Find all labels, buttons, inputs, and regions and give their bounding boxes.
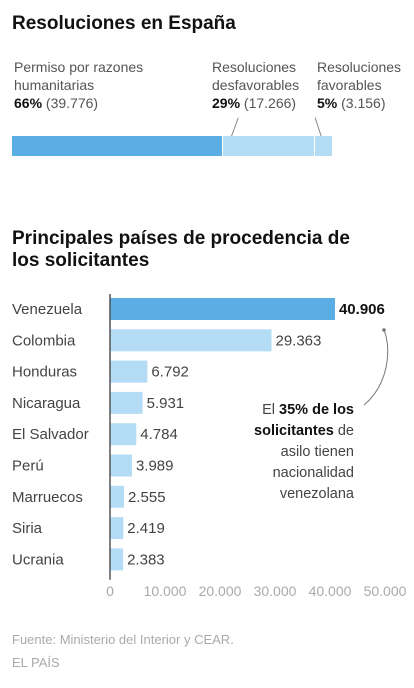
category-label-4: El Salvador	[12, 426, 89, 443]
bar-7	[110, 517, 124, 540]
category-label-7: Siria	[12, 520, 43, 537]
annotation-venezuela: El 35% de los solicitantes de asilo tien…	[254, 402, 354, 502]
bar-0	[110, 298, 335, 320]
brand-name: EL PAÍS	[12, 655, 60, 670]
category-label-2: Honduras	[12, 364, 77, 381]
x-tick-label-5: 50.000	[364, 583, 407, 599]
category-label-5: Perú	[12, 458, 44, 475]
x-tick-label-4: 40.000	[309, 583, 352, 599]
category-label-3: Nicaragua	[12, 395, 81, 412]
category-label-8: Ucrania	[12, 551, 64, 568]
segment-label-humanitarias: Permiso por razones humanitarias 66% (39…	[14, 59, 144, 111]
category-label-0: Venezuela	[12, 301, 83, 318]
value-label-2: 6.792	[151, 364, 189, 381]
bar-1	[110, 329, 272, 352]
annotation-pointer-dot	[382, 328, 386, 332]
x-tick-label-2: 20.000	[199, 583, 242, 599]
x-tick-label-0: 0	[106, 583, 114, 599]
value-label-8: 2.383	[127, 551, 165, 568]
bar-3	[110, 391, 143, 414]
value-label-4: 4.784	[140, 426, 178, 443]
stacked-segment-2	[315, 136, 332, 156]
segment-label-favorables: Resoluciones favorables 5% (3.156)	[317, 59, 402, 111]
segment-label-desfavorables: Resoluciones desfavorables 29% (17.266)	[212, 59, 300, 111]
value-label-1: 29.363	[275, 332, 321, 349]
value-label-6: 2.555	[128, 489, 166, 506]
source-note: Fuente: Ministerio del Interior y CEAR.	[12, 632, 234, 647]
chart-title-paises: Principales países de procedencia de los…	[12, 228, 350, 271]
bar-5	[110, 454, 132, 477]
x-tick-label-3: 30.000	[254, 583, 297, 599]
bar-2	[110, 360, 148, 383]
stacked-segment-0	[12, 136, 223, 156]
bar-8	[110, 548, 124, 571]
value-label-3: 5.931	[147, 395, 185, 412]
value-label-7: 2.419	[127, 520, 165, 537]
stacked-bar	[12, 136, 332, 156]
bar-4	[110, 423, 137, 446]
chart-title-resoluciones: Resoluciones en España	[12, 13, 236, 34]
x-tick-label-1: 10.000	[144, 583, 187, 599]
value-label-0: 40.906	[339, 301, 385, 318]
category-label-6: Marruecos	[12, 489, 83, 506]
annotation-pointer	[363, 329, 389, 406]
bar-6	[110, 485, 125, 508]
category-label-1: Colombia	[12, 332, 76, 349]
value-label-5: 3.989	[136, 458, 174, 475]
stacked-segment-1	[223, 136, 315, 156]
